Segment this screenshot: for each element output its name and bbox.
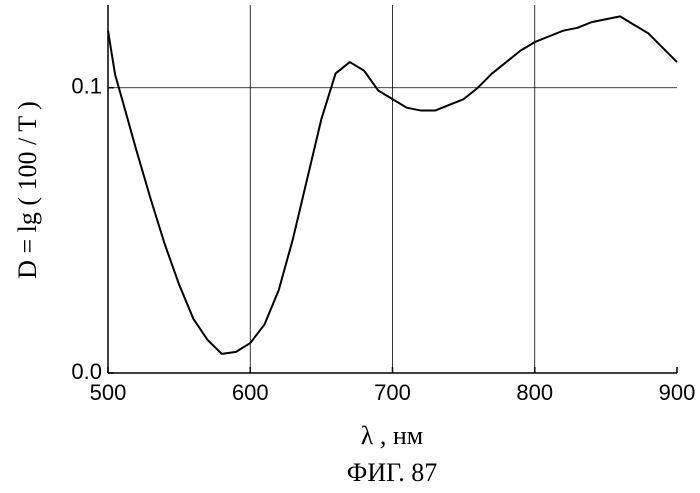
y-tick-label: 0.0 (71, 359, 102, 384)
x-tick-label: 600 (232, 380, 269, 405)
y-axis-label: D = lg ( 100 / T ) (13, 101, 42, 279)
chart: D = lg ( 100 / T ) λ , нм ФИГ. 87 500600… (0, 0, 700, 493)
x-tick-label: 700 (374, 380, 411, 405)
x-tick-label: 800 (516, 380, 553, 405)
y-tick-label: 0.1 (71, 74, 102, 99)
x-tick-label: 900 (659, 380, 696, 405)
caption: ФИГ. 87 (347, 458, 437, 487)
x-axis-label: λ , нм (361, 421, 423, 450)
